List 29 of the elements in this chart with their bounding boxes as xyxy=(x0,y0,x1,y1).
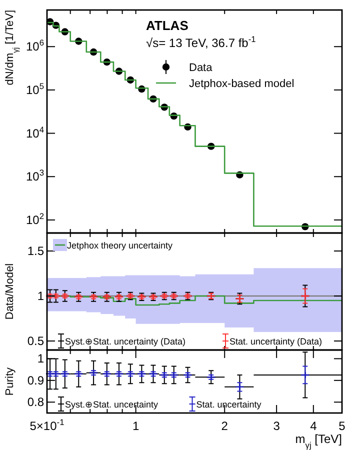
legend-label: Jetphox theory uncertainty xyxy=(67,240,174,250)
y-tick-label: 0.8 xyxy=(27,395,44,410)
y-tick-label: 10$^{5}$ xyxy=(26,80,44,97)
y-tick-label: 1.5 xyxy=(27,244,44,258)
annotation: ATLAS xyxy=(146,18,189,33)
x-tick-label: 5 xyxy=(338,419,346,433)
x-tick-label: 4 xyxy=(310,419,318,433)
legend-label: Stat. uncertainty xyxy=(196,400,262,410)
y-axis-title: Purity xyxy=(4,366,16,396)
x-tick-label: 5×10$^{-1}$ xyxy=(30,417,65,433)
y-tick-label: 1 xyxy=(37,289,44,303)
y-tick-label: 10$^{2}$ xyxy=(26,210,44,227)
legend-label: Syst.⊕Stat. uncertainty xyxy=(65,400,159,410)
y-tick-label: 10$^{3}$ xyxy=(26,168,44,184)
y-tick-label: 10$^{4}$ xyxy=(26,124,44,140)
legend-label: Syst.⊕Stat. uncertainty (Data) xyxy=(65,336,186,346)
y-tick-label: 0.9 xyxy=(27,373,44,388)
y-tick-label: 0.5 xyxy=(27,334,44,348)
annotation: √s= 13 TeV, 36.7 fb$^{-1}$ xyxy=(146,34,256,50)
x-tick-label: 3 xyxy=(273,419,280,433)
x-tick-label: 2 xyxy=(221,419,228,433)
x-axis-title: m$_{γj}$ [TeV] xyxy=(295,432,342,450)
x-tick-label: 1 xyxy=(132,419,140,433)
y-tick-label: 1 xyxy=(37,352,44,366)
y-axis-title: Data/Model xyxy=(4,263,16,320)
y-tick-label: 10$^{6}$ xyxy=(26,38,44,54)
legend-label: Stat. uncertainty (Data) xyxy=(230,336,322,346)
legend-label: Jetphox-based model xyxy=(189,78,294,90)
legend-label: Data xyxy=(189,62,214,74)
